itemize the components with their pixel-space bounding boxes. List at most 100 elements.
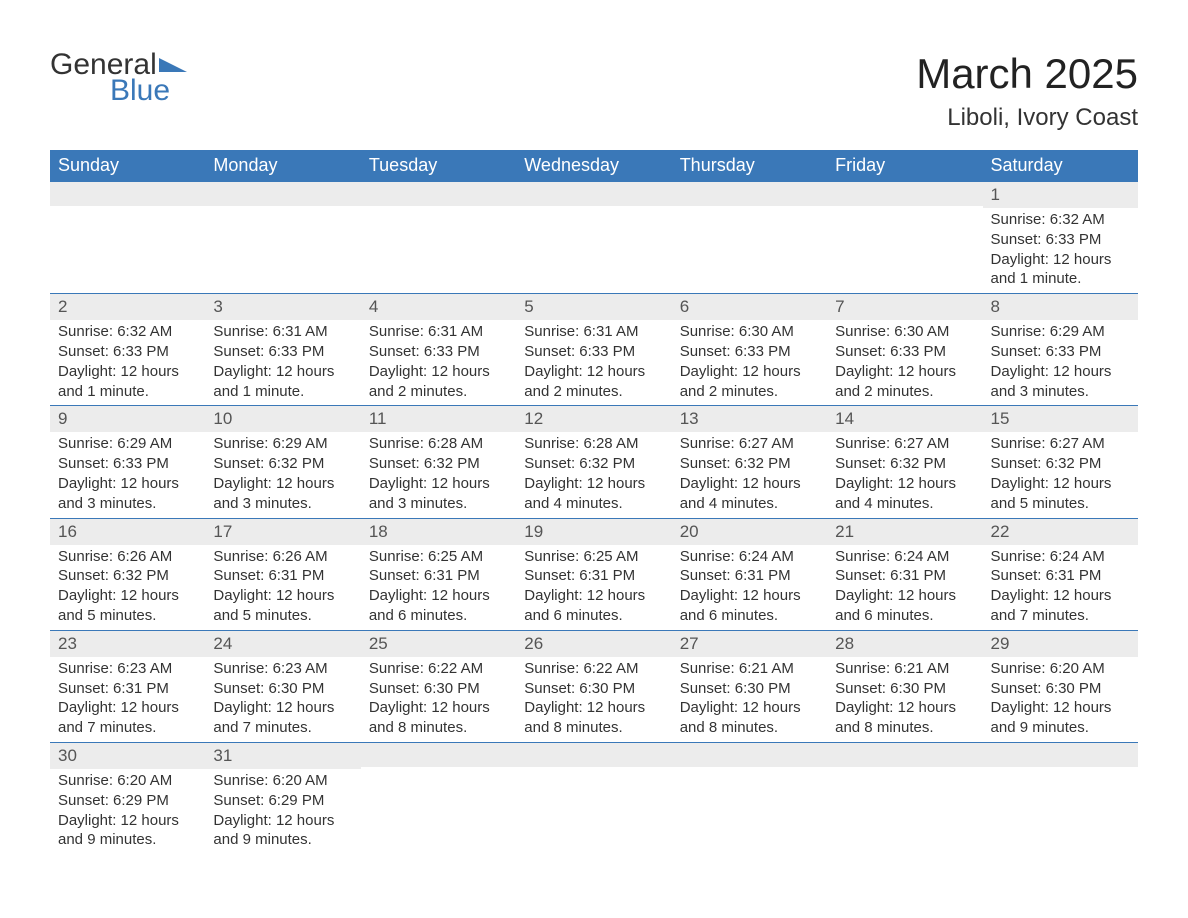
sunset-text: Sunset: 6:32 PM: [369, 454, 508, 474]
calendar-week-row: 2Sunrise: 6:32 AMSunset: 6:33 PMDaylight…: [50, 294, 1138, 406]
sunset-text: Sunset: 6:33 PM: [369, 342, 508, 362]
calendar-cell: [361, 742, 516, 854]
daylight-text: Daylight: 12 hours and 2 minutes.: [524, 362, 663, 402]
sunset-text: Sunset: 6:30 PM: [213, 679, 352, 699]
daylight-text: Daylight: 12 hours and 1 minute.: [991, 250, 1130, 290]
day-number: 18: [361, 519, 516, 545]
calendar-cell: 16Sunrise: 6:26 AMSunset: 6:32 PMDayligh…: [50, 518, 205, 630]
daylight-text: Daylight: 12 hours and 6 minutes.: [835, 586, 974, 626]
day-number: 22: [983, 519, 1138, 545]
day-number: 1: [983, 182, 1138, 208]
day-number: 12: [516, 406, 671, 432]
sunset-text: Sunset: 6:32 PM: [58, 566, 197, 586]
daylight-text: Daylight: 12 hours and 6 minutes.: [524, 586, 663, 626]
weekday-header: Thursday: [672, 150, 827, 182]
daylight-text: Daylight: 12 hours and 6 minutes.: [680, 586, 819, 626]
sunset-text: Sunset: 6:30 PM: [991, 679, 1130, 699]
day-details: Sunrise: 6:31 AMSunset: 6:33 PMDaylight:…: [205, 320, 360, 405]
day-details: Sunrise: 6:24 AMSunset: 6:31 PMDaylight:…: [983, 545, 1138, 630]
calendar-week-row: 9Sunrise: 6:29 AMSunset: 6:33 PMDaylight…: [50, 406, 1138, 518]
calendar-cell: 6Sunrise: 6:30 AMSunset: 6:33 PMDaylight…: [672, 294, 827, 406]
day-details: [361, 206, 516, 278]
day-details: [361, 767, 516, 839]
calendar-cell: [827, 182, 982, 294]
day-details: Sunrise: 6:21 AMSunset: 6:30 PMDaylight:…: [827, 657, 982, 742]
day-number: [361, 182, 516, 206]
sunrise-text: Sunrise: 6:32 AM: [58, 322, 197, 342]
daylight-text: Daylight: 12 hours and 4 minutes.: [524, 474, 663, 514]
daylight-text: Daylight: 12 hours and 2 minutes.: [369, 362, 508, 402]
day-details: [827, 206, 982, 278]
sunrise-text: Sunrise: 6:27 AM: [680, 434, 819, 454]
sunset-text: Sunset: 6:32 PM: [680, 454, 819, 474]
weekday-header: Sunday: [50, 150, 205, 182]
sunrise-text: Sunrise: 6:20 AM: [991, 659, 1130, 679]
day-number: 27: [672, 631, 827, 657]
daylight-text: Daylight: 12 hours and 4 minutes.: [835, 474, 974, 514]
daylight-text: Daylight: 12 hours and 3 minutes.: [213, 474, 352, 514]
day-details: Sunrise: 6:20 AMSunset: 6:29 PMDaylight:…: [205, 769, 360, 854]
sunset-text: Sunset: 6:31 PM: [369, 566, 508, 586]
day-details: Sunrise: 6:21 AMSunset: 6:30 PMDaylight:…: [672, 657, 827, 742]
calendar-cell: 5Sunrise: 6:31 AMSunset: 6:33 PMDaylight…: [516, 294, 671, 406]
day-number: 29: [983, 631, 1138, 657]
day-number: 30: [50, 743, 205, 769]
calendar-cell: 22Sunrise: 6:24 AMSunset: 6:31 PMDayligh…: [983, 518, 1138, 630]
calendar-week-row: 1Sunrise: 6:32 AMSunset: 6:33 PMDaylight…: [50, 182, 1138, 294]
sunset-text: Sunset: 6:32 PM: [991, 454, 1130, 474]
day-details: Sunrise: 6:28 AMSunset: 6:32 PMDaylight:…: [516, 432, 671, 517]
calendar-cell: 4Sunrise: 6:31 AMSunset: 6:33 PMDaylight…: [361, 294, 516, 406]
sunrise-text: Sunrise: 6:23 AM: [58, 659, 197, 679]
daylight-text: Daylight: 12 hours and 5 minutes.: [58, 586, 197, 626]
day-number: 14: [827, 406, 982, 432]
day-details: [983, 767, 1138, 839]
sunrise-text: Sunrise: 6:31 AM: [369, 322, 508, 342]
calendar-cell: 3Sunrise: 6:31 AMSunset: 6:33 PMDaylight…: [205, 294, 360, 406]
day-details: Sunrise: 6:32 AMSunset: 6:33 PMDaylight:…: [50, 320, 205, 405]
day-details: Sunrise: 6:31 AMSunset: 6:33 PMDaylight:…: [516, 320, 671, 405]
sunrise-text: Sunrise: 6:29 AM: [213, 434, 352, 454]
sunrise-text: Sunrise: 6:20 AM: [58, 771, 197, 791]
day-details: Sunrise: 6:25 AMSunset: 6:31 PMDaylight:…: [516, 545, 671, 630]
weekday-header: Wednesday: [516, 150, 671, 182]
day-details: Sunrise: 6:20 AMSunset: 6:29 PMDaylight:…: [50, 769, 205, 854]
calendar-cell: 28Sunrise: 6:21 AMSunset: 6:30 PMDayligh…: [827, 630, 982, 742]
day-details: Sunrise: 6:27 AMSunset: 6:32 PMDaylight:…: [827, 432, 982, 517]
sunrise-text: Sunrise: 6:21 AM: [835, 659, 974, 679]
day-number: 23: [50, 631, 205, 657]
header-row: General Blue March 2025 Liboli, Ivory Co…: [50, 50, 1138, 132]
calendar-cell: 23Sunrise: 6:23 AMSunset: 6:31 PMDayligh…: [50, 630, 205, 742]
calendar-cell: 12Sunrise: 6:28 AMSunset: 6:32 PMDayligh…: [516, 406, 671, 518]
calendar-header: Sunday Monday Tuesday Wednesday Thursday…: [50, 150, 1138, 182]
daylight-text: Daylight: 12 hours and 3 minutes.: [58, 474, 197, 514]
sunrise-text: Sunrise: 6:20 AM: [213, 771, 352, 791]
weekday-header: Monday: [205, 150, 360, 182]
calendar-cell: 7Sunrise: 6:30 AMSunset: 6:33 PMDaylight…: [827, 294, 982, 406]
day-number: [672, 743, 827, 767]
sunrise-text: Sunrise: 6:21 AM: [680, 659, 819, 679]
sunrise-text: Sunrise: 6:25 AM: [369, 547, 508, 567]
day-number: 15: [983, 406, 1138, 432]
day-number: [361, 743, 516, 767]
calendar-cell: 17Sunrise: 6:26 AMSunset: 6:31 PMDayligh…: [205, 518, 360, 630]
sunset-text: Sunset: 6:33 PM: [835, 342, 974, 362]
day-details: [827, 767, 982, 839]
daylight-text: Daylight: 12 hours and 6 minutes.: [369, 586, 508, 626]
daylight-text: Daylight: 12 hours and 1 minute.: [58, 362, 197, 402]
sunset-text: Sunset: 6:33 PM: [213, 342, 352, 362]
sunset-text: Sunset: 6:33 PM: [991, 342, 1130, 362]
calendar-cell: 18Sunrise: 6:25 AMSunset: 6:31 PMDayligh…: [361, 518, 516, 630]
day-details: [50, 206, 205, 278]
location-label: Liboli, Ivory Coast: [916, 104, 1138, 132]
daylight-text: Daylight: 12 hours and 5 minutes.: [991, 474, 1130, 514]
calendar-cell: [361, 182, 516, 294]
sunrise-text: Sunrise: 6:24 AM: [835, 547, 974, 567]
daylight-text: Daylight: 12 hours and 4 minutes.: [680, 474, 819, 514]
day-details: Sunrise: 6:29 AMSunset: 6:33 PMDaylight:…: [50, 432, 205, 517]
day-details: [205, 206, 360, 278]
day-details: Sunrise: 6:24 AMSunset: 6:31 PMDaylight:…: [672, 545, 827, 630]
day-number: [827, 182, 982, 206]
sunset-text: Sunset: 6:32 PM: [524, 454, 663, 474]
daylight-text: Daylight: 12 hours and 9 minutes.: [58, 811, 197, 851]
day-number: 31: [205, 743, 360, 769]
